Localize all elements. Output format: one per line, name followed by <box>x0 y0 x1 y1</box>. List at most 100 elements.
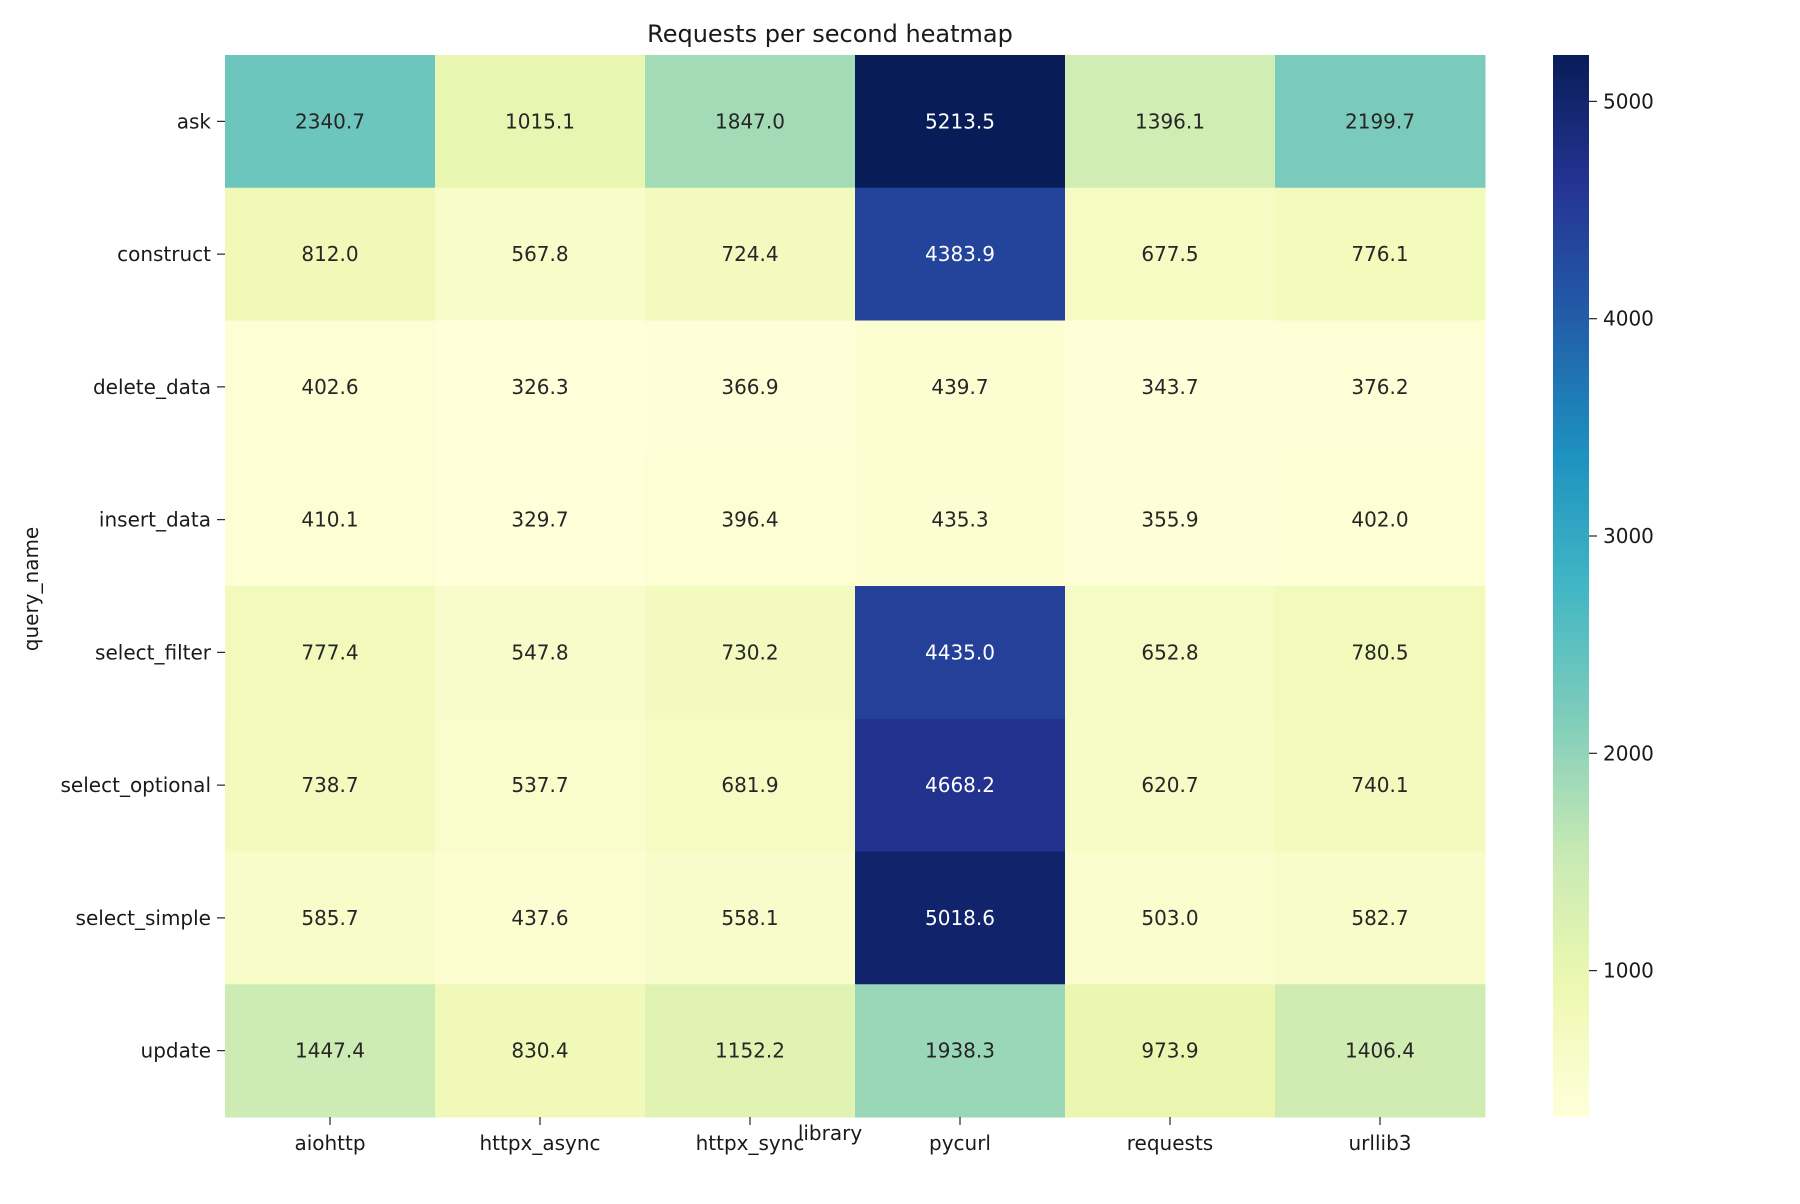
cell-value-label: 1938.3 <box>925 1039 995 1063</box>
heatmap-cell <box>855 187 1066 321</box>
heatmap-cell <box>855 586 1066 720</box>
x-tick-label: urllib3 <box>1349 1131 1412 1155</box>
cell-value-label: 677.5 <box>1141 242 1198 266</box>
heatmap-cell <box>225 187 436 321</box>
x-tick-label: requests <box>1127 1131 1213 1155</box>
heatmap-cell <box>645 55 856 189</box>
heatmap-cell <box>1275 320 1486 454</box>
cell-value-label: 558.1 <box>721 906 778 930</box>
cell-value-label: 5213.5 <box>925 109 995 133</box>
chart-title: Requests per second heatmap <box>647 20 1013 48</box>
cell-value-label: 396.4 <box>721 508 778 532</box>
cell-value-label: 439.7 <box>931 375 988 399</box>
heatmap-cell <box>855 320 1066 454</box>
heatmap-cell <box>435 984 646 1118</box>
heatmap-cell <box>1065 984 1276 1118</box>
cell-value-label: 567.8 <box>511 242 568 266</box>
cell-value-label: 812.0 <box>301 242 358 266</box>
cell-value-label: 437.6 <box>511 906 568 930</box>
cell-value-label: 1847.0 <box>715 109 785 133</box>
cell-value-label: 738.7 <box>301 773 358 797</box>
cell-value-label: 2340.7 <box>295 109 365 133</box>
colorbar <box>1553 55 1589 1117</box>
cell-value-label: 585.7 <box>301 906 358 930</box>
heatmap-cell <box>225 586 436 720</box>
x-tick-label: pycurl <box>929 1131 991 1155</box>
cell-value-label: 4435.0 <box>925 640 995 664</box>
cell-value-label: 537.7 <box>511 773 568 797</box>
heatmap-cell <box>1065 453 1276 587</box>
heatmap-cells <box>225 55 1486 1118</box>
heatmap-cell <box>1275 851 1486 985</box>
heatmap-cell <box>435 453 646 587</box>
cell-value-label: 1152.2 <box>715 1039 785 1063</box>
cell-value-label: 652.8 <box>1141 640 1198 664</box>
cell-value-label: 5018.6 <box>925 906 995 930</box>
heatmap-cell <box>1065 586 1276 720</box>
heatmap-cell <box>645 187 856 321</box>
y-tick-label: insert_data <box>99 508 211 532</box>
cell-value-label: 776.1 <box>1351 242 1408 266</box>
cell-value-label: 376.2 <box>1351 375 1408 399</box>
y-tick-label: select_simple <box>76 906 211 930</box>
heatmap-cell <box>435 718 646 852</box>
heatmap-cell <box>645 851 856 985</box>
heatmap-cell <box>1065 851 1276 985</box>
cell-value-label: 343.7 <box>1141 375 1198 399</box>
heatmap-cell <box>645 718 856 852</box>
cell-value-label: 1396.1 <box>1135 109 1205 133</box>
cell-value-label: 973.9 <box>1141 1039 1198 1063</box>
colorbar-tick-label: 3000 <box>1603 524 1654 548</box>
heatmap-cell <box>1065 55 1276 189</box>
cell-value-label: 4383.9 <box>925 242 995 266</box>
y-tick-label: ask <box>177 109 212 133</box>
cell-value-label: 366.9 <box>721 375 778 399</box>
cell-value-label: 730.2 <box>721 640 778 664</box>
cell-value-label: 1015.1 <box>505 109 575 133</box>
x-tick-label: httpx_async <box>479 1131 600 1155</box>
heatmap-cell <box>1275 55 1486 189</box>
heatmap-cell <box>1275 453 1486 587</box>
heatmap-cell <box>1065 320 1276 454</box>
x-tick-label: aiohttp <box>294 1131 365 1155</box>
cell-value-label: 410.1 <box>301 508 358 532</box>
cell-value-label: 1447.4 <box>295 1039 365 1063</box>
heatmap-cell <box>855 718 1066 852</box>
y-tick-label: construct <box>117 242 211 266</box>
heatmap-cell <box>855 984 1066 1118</box>
cell-value-label: 503.0 <box>1141 906 1198 930</box>
heatmap-cell <box>645 586 856 720</box>
heatmap-cell <box>855 55 1066 189</box>
heatmap-cell <box>645 984 856 1118</box>
heatmap-cell <box>855 453 1066 587</box>
heatmap-cell <box>1275 984 1486 1118</box>
heatmap-cell <box>1065 718 1276 852</box>
heatmap-cell <box>435 851 646 985</box>
heatmap-cell <box>645 453 856 587</box>
cell-value-label: 777.4 <box>301 640 358 664</box>
heatmap-cell <box>1275 187 1486 321</box>
colorbar-tick-label: 1000 <box>1603 959 1654 983</box>
heatmap-cell <box>225 984 436 1118</box>
heatmap-cell <box>1275 586 1486 720</box>
y-tick-label: select_filter <box>95 640 212 664</box>
heatmap-cell <box>435 586 646 720</box>
heatmap-cell <box>1065 187 1276 321</box>
heatmap-cell <box>225 718 436 852</box>
cell-value-label: 724.4 <box>721 242 778 266</box>
cell-value-label: 582.7 <box>1351 906 1408 930</box>
colorbar-ticks: 1000 2000 3000 4000 5000 <box>1589 89 1654 983</box>
colorbar-tick-label: 4000 <box>1603 307 1654 331</box>
cell-value-label: 402.0 <box>1351 508 1408 532</box>
cell-value-label: 780.5 <box>1351 640 1408 664</box>
heatmap-cell <box>225 453 436 587</box>
cell-value-label: 355.9 <box>1141 508 1198 532</box>
cell-value-label: 4668.2 <box>925 773 995 797</box>
cell-value-label: 547.8 <box>511 640 568 664</box>
cell-value-label: 2199.7 <box>1345 109 1415 133</box>
cell-value-label: 620.7 <box>1141 773 1198 797</box>
cell-value-label: 326.3 <box>511 375 568 399</box>
heatmap-cell <box>855 851 1066 985</box>
